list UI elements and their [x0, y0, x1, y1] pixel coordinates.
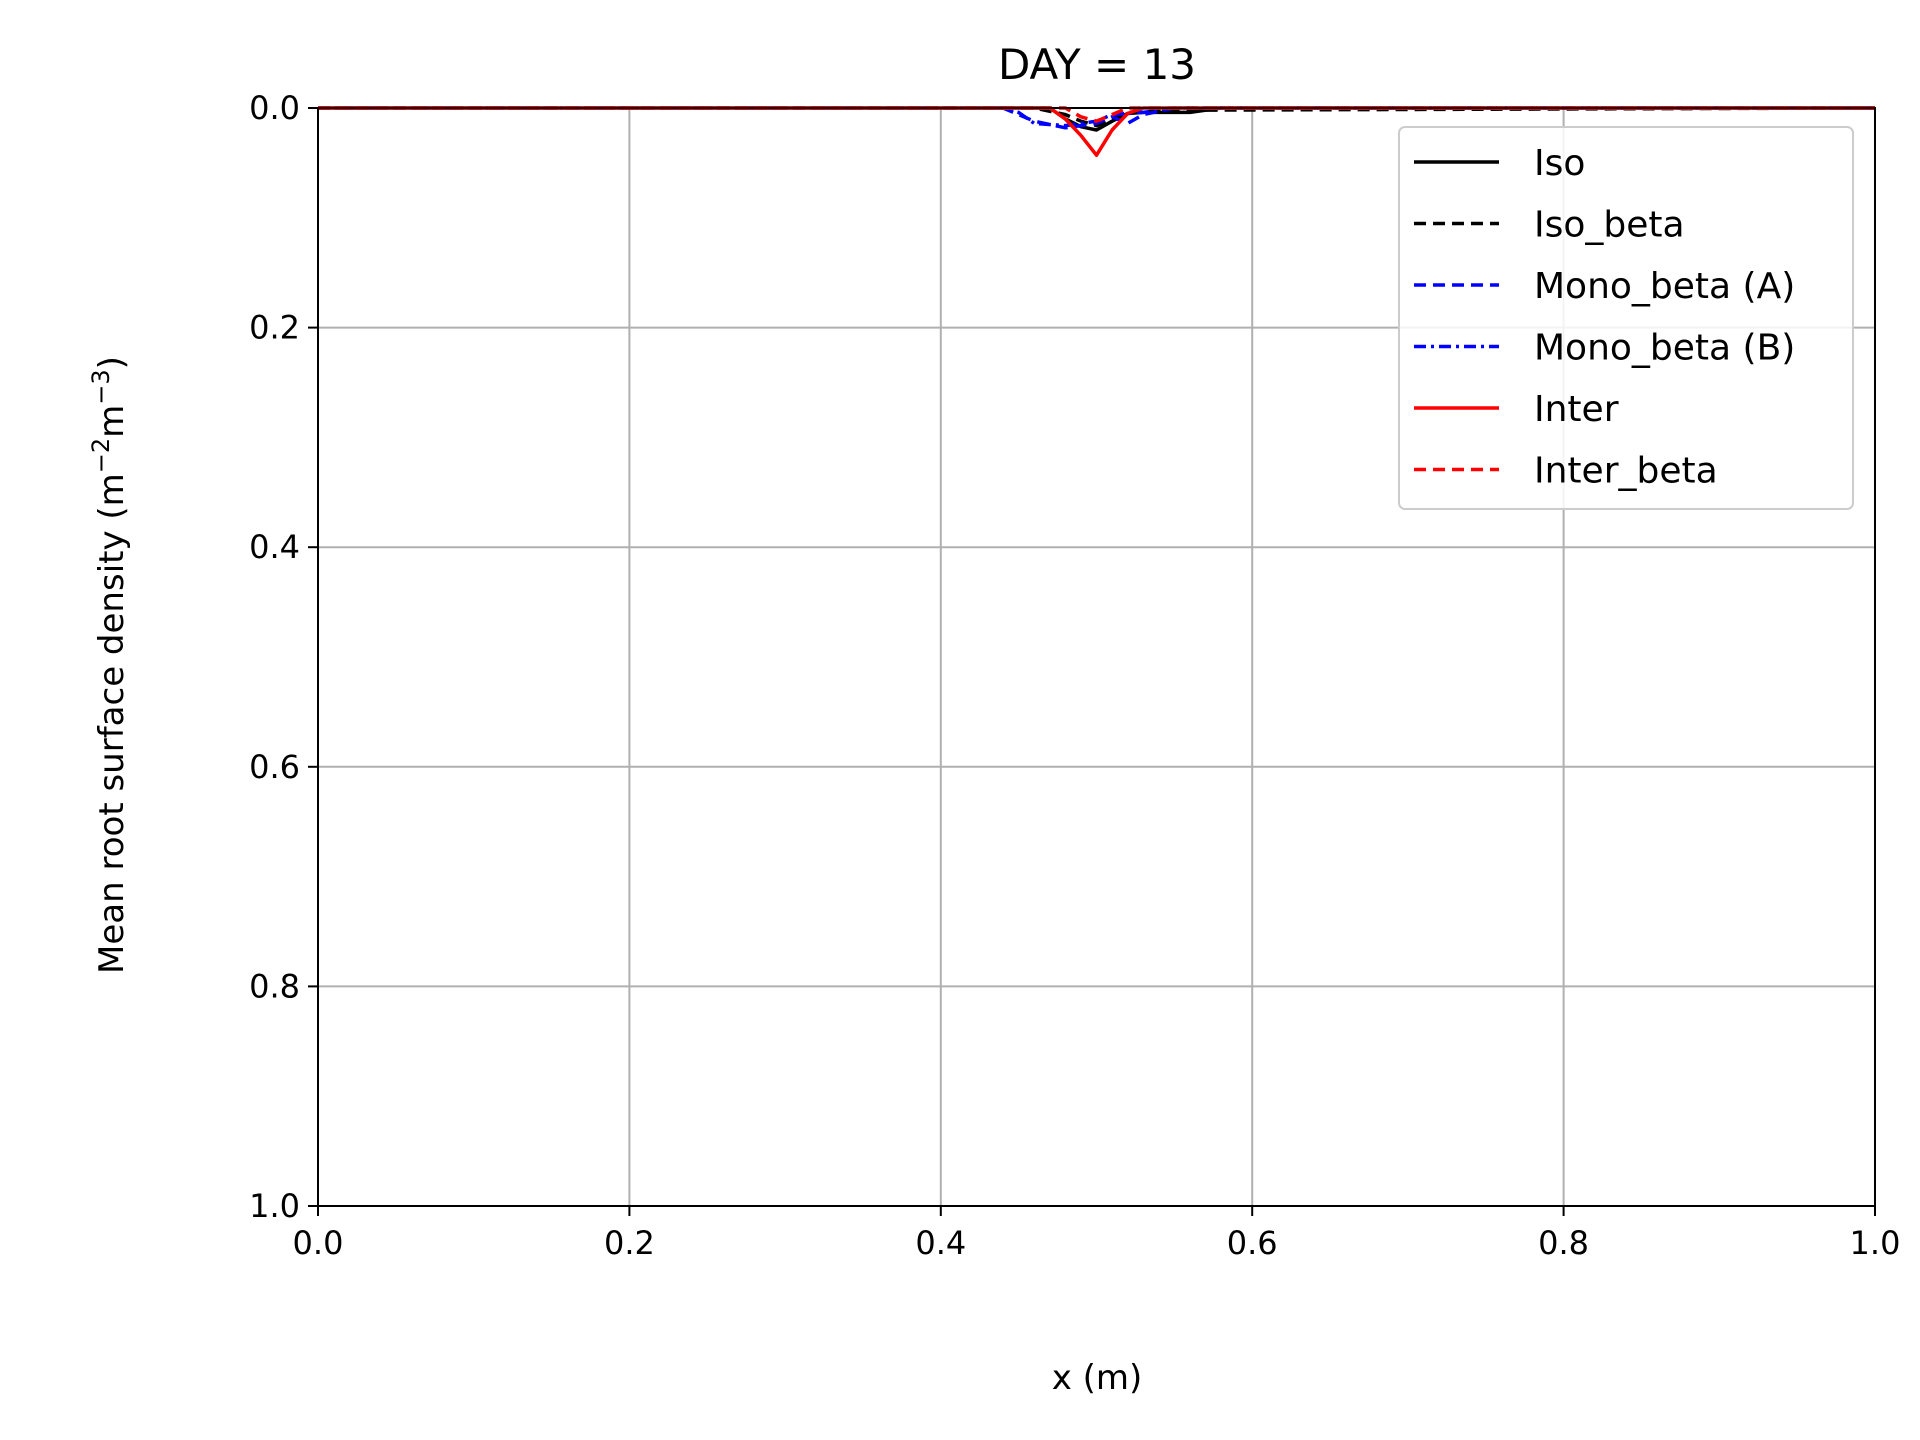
tick-labels: 0.0 0.2 0.4 0.6 0.8 1.00.00.20.40.60.81.0	[249, 89, 1900, 1262]
series-line	[318, 106, 1875, 128]
legend-label: Iso_beta	[1534, 205, 1685, 246]
legend-label: Inter_beta	[1534, 451, 1718, 492]
y-tick-label: 0.6	[249, 748, 300, 786]
legend-label: Mono_beta (A)	[1534, 266, 1795, 307]
x-tick-label: 0.6	[1227, 1224, 1278, 1262]
x-tick-label: 0.2	[604, 1224, 655, 1262]
legend-label: Iso	[1534, 143, 1585, 184]
grid-lines	[317, 107, 1876, 1207]
y-axis-title-part: Mean root surface density (m	[92, 473, 132, 974]
y-axis-title-superscript: −2	[87, 438, 115, 473]
x-tick-label: 0.4	[915, 1224, 966, 1262]
y-tick-label: 0.4	[249, 528, 300, 566]
y-axis-title-part: m	[92, 405, 132, 438]
legend-box	[1398, 126, 1854, 510]
y-tick-label: 0.8	[249, 967, 300, 1005]
plot-frame	[317, 107, 1876, 1207]
chart-title: DAY = 13	[998, 40, 1196, 89]
legend: Iso Iso_beta Mono_beta (A) Mono_beta (B) Int…	[1398, 126, 1854, 510]
series-line	[318, 106, 1876, 128]
y-axis-title: Mean root surface density (m−2m−3)	[87, 356, 132, 974]
x-axis-title: x (m)	[1052, 1358, 1143, 1398]
y-axis-title-part: )	[92, 356, 132, 369]
series-line	[318, 106, 1875, 130]
y-tick-label: 0.0	[249, 89, 300, 127]
x-tick-label: 0.8	[1538, 1224, 1589, 1262]
y-tick-label: 0.2	[249, 309, 300, 347]
x-tick-label: 0.0	[293, 1224, 344, 1262]
series-lines	[318, 106, 1876, 157]
legend-label: Inter	[1534, 389, 1619, 430]
y-axis-title-superscript: −3	[87, 369, 115, 404]
axes	[308, 107, 1876, 1216]
x-tick-label: 1.0	[1850, 1224, 1901, 1262]
y-tick-label: 1.0	[249, 1187, 300, 1225]
series-line	[318, 106, 1875, 157]
legend-label: Mono_beta (B)	[1534, 328, 1795, 369]
